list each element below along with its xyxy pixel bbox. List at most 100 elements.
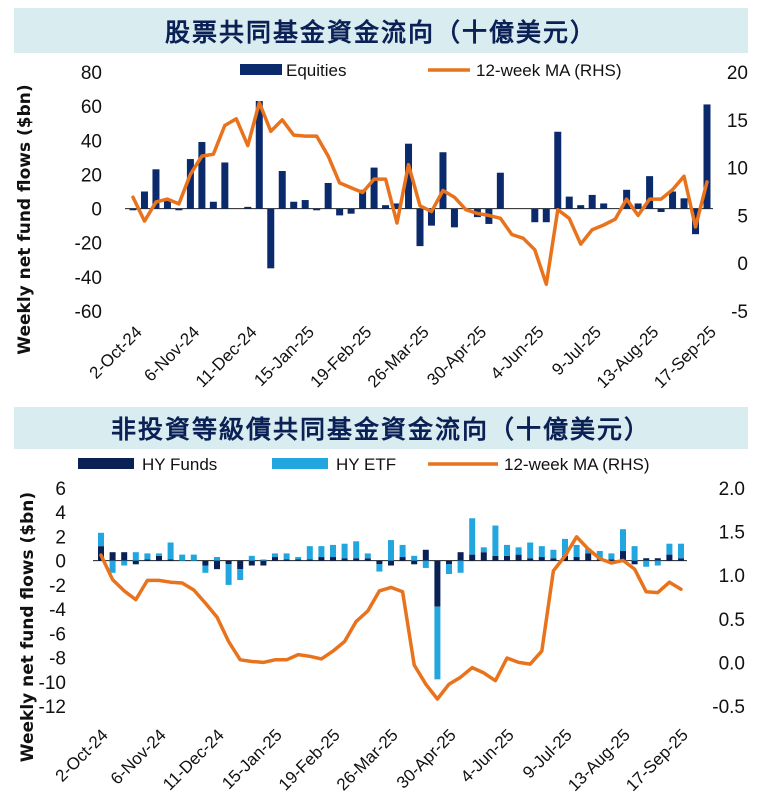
- y-tick-label: -40: [75, 268, 102, 289]
- equities-bar: [290, 201, 298, 209]
- hy-etf-bar: [179, 554, 186, 561]
- hy-funds-bar: [399, 557, 406, 561]
- hy-funds-bar: [643, 558, 650, 561]
- hy-etf-bar: [596, 550, 603, 560]
- equities-bar: [600, 203, 608, 209]
- y2-tick-label: 0: [737, 254, 748, 275]
- equities-bar: [588, 194, 596, 209]
- hy-etf-bar: [550, 549, 557, 559]
- hy-funds-bar: [225, 560, 232, 565]
- equities-bar: [186, 159, 194, 209]
- equities-bar: [336, 208, 344, 216]
- x-tick-label: 26-Mar-25: [333, 725, 402, 794]
- y2-tick-label: 5: [737, 206, 748, 227]
- y-tick-label: 6: [55, 479, 66, 500]
- hy-funds-bar: [156, 555, 162, 561]
- chart-title-top: 股票共同基金資金流向（十億美元）: [14, 8, 748, 53]
- hy-funds-bar: [376, 560, 383, 565]
- hy-funds-bar: [573, 557, 580, 561]
- legend-swatch-hy-funds: [78, 458, 134, 469]
- hy-funds-bar: [306, 559, 313, 561]
- equities-bar: [301, 200, 309, 209]
- hy-etf-bar: [411, 555, 418, 561]
- hy-etf-bar: [492, 525, 499, 556]
- y-tick-label: -60: [75, 302, 102, 323]
- y-tick-label: 80: [81, 63, 102, 84]
- hy-etf-bar: [98, 532, 104, 547]
- hy-funds-bar: [260, 560, 267, 566]
- hy-etf-bar: [666, 543, 673, 555]
- hy-funds-bar: [666, 554, 673, 561]
- hy-funds-bar: [364, 558, 371, 561]
- y2-tick-label: 15: [727, 111, 748, 132]
- equities-bar: [427, 208, 435, 226]
- y-tick-label: 40: [81, 131, 102, 152]
- equities-bar: [129, 208, 137, 211]
- hy-etf-bar: [504, 544, 510, 556]
- equities-bar: [324, 182, 332, 209]
- equities-bar: [393, 203, 401, 209]
- y-tick-label: -8: [49, 649, 66, 670]
- hy-funds-bar: [283, 559, 290, 561]
- hy-etf-bar: [225, 564, 232, 585]
- y2-tick-label: 0.0: [719, 653, 745, 674]
- y2-tick-label: -0.5: [712, 697, 745, 718]
- hy-etf-bar: [330, 544, 336, 558]
- equities-bar: [163, 200, 171, 209]
- hy-etf-bar: [469, 518, 476, 555]
- hy-funds-bar: [121, 552, 128, 561]
- x-tick-label: 30-Apr-25: [393, 725, 460, 792]
- y-tick-label: 2: [55, 527, 66, 548]
- y-tick-label: 0: [55, 552, 66, 573]
- hy-funds-bar: [527, 558, 534, 561]
- y-tick-label: 20: [81, 165, 102, 186]
- hy-funds-bar: [272, 557, 278, 561]
- hy-etf-bar: [190, 554, 197, 561]
- x-tick-label: 4-Jun-25: [457, 725, 518, 786]
- equities-bar: [140, 191, 148, 209]
- hy-funds-bar: [132, 560, 139, 565]
- equities-bar: [577, 205, 585, 209]
- equities-bar: [255, 101, 263, 209]
- hy-funds-bar: [538, 557, 545, 561]
- hy-etf-bar: [283, 553, 290, 560]
- hy-funds-bar: [492, 555, 499, 561]
- hy-etf-bar: [678, 543, 684, 559]
- hy-etf-bar: [620, 529, 626, 551]
- hy-funds-bar: [631, 560, 638, 565]
- hy-etf-bar: [260, 559, 267, 561]
- y-tick-label: 0: [91, 200, 102, 221]
- equities-bar: [244, 206, 252, 209]
- hy-etf-bar: [608, 553, 615, 560]
- hy-etf-bar: [399, 544, 406, 558]
- equities-bar: [382, 205, 390, 209]
- y2-tick-label: -5: [731, 302, 748, 323]
- hy-etf-bar: [376, 564, 383, 572]
- x-tick-label: 19-Feb-25: [275, 725, 344, 794]
- x-tick-label: 11-Dec-24: [159, 725, 228, 794]
- x-tick-label: 17-Sep-25: [622, 725, 692, 795]
- hy-funds-bar: [214, 560, 220, 570]
- y-axis-label: Weekly net fund flows ($bn): [18, 492, 38, 762]
- equities-bar: [370, 167, 378, 209]
- hy-funds-bar: [295, 559, 302, 561]
- hy-etf-bar: [631, 546, 638, 561]
- hy-etf-bar: [248, 555, 255, 561]
- hy-funds-bar: [422, 549, 429, 561]
- legend-label-ma: 12-week MA (RHS): [476, 61, 621, 80]
- equities-bar: [278, 171, 286, 209]
- hy-funds-bar: [480, 552, 487, 561]
- hy-etf-bar: [167, 542, 174, 560]
- hy-funds-bar: [248, 560, 255, 566]
- hy-etf-bar: [434, 606, 441, 680]
- hy-funds-bar: [202, 560, 209, 566]
- equities-bar: [347, 208, 355, 214]
- legend-label-hy-funds: HY Funds: [142, 455, 217, 474]
- hy-etf-bar: [202, 565, 209, 573]
- equities-bar: [198, 141, 206, 209]
- y2-tick-label: 0.5: [719, 610, 745, 631]
- y2-tick-label: 1.0: [719, 566, 745, 587]
- equities-bar: [405, 143, 413, 209]
- equities-bar: [267, 208, 275, 269]
- legend-label-ma: 12-week MA (RHS): [504, 455, 649, 474]
